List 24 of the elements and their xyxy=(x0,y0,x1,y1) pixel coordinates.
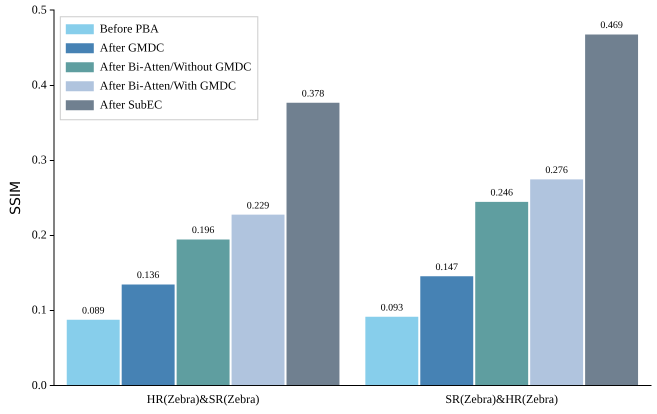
y-axis-title: SSIM xyxy=(8,180,24,215)
y-tick-label: 0.4 xyxy=(32,77,47,92)
data-label: 0.147 xyxy=(436,262,458,273)
y-tick-label: 0.1 xyxy=(32,302,47,317)
data-label: 0.136 xyxy=(136,270,160,282)
data-label: 0.469 xyxy=(600,20,623,32)
legend-label: Before PBA xyxy=(100,21,160,36)
y-tick-label: 0.2 xyxy=(32,228,47,242)
data-label: 0.378 xyxy=(302,88,324,100)
legend-label: After GMDC xyxy=(100,40,164,54)
y-tick-label: 0.3 xyxy=(32,152,47,167)
x-tick-label: HR(Zebra)&SR(Zebra) xyxy=(146,392,260,406)
data-label: 0.093 xyxy=(380,302,404,314)
legend-label: After Bi-Atten/Without GMDC xyxy=(100,59,252,74)
data-label: 0.089 xyxy=(82,305,104,316)
data-label: 0.246 xyxy=(490,188,513,199)
data-label: 0.229 xyxy=(246,200,270,212)
legend-label: After Bi-Atten/With GMDC xyxy=(100,78,236,92)
data-label: 0.196 xyxy=(192,225,214,236)
legend-label: After SubEC xyxy=(100,97,162,112)
x-tick-label: SR(Zebra)&HR(Zebra) xyxy=(445,392,558,406)
data-label: 0.276 xyxy=(545,165,568,176)
y-tick-label: 0.0 xyxy=(32,378,47,392)
y-tick-label: 0.5 xyxy=(32,2,47,16)
